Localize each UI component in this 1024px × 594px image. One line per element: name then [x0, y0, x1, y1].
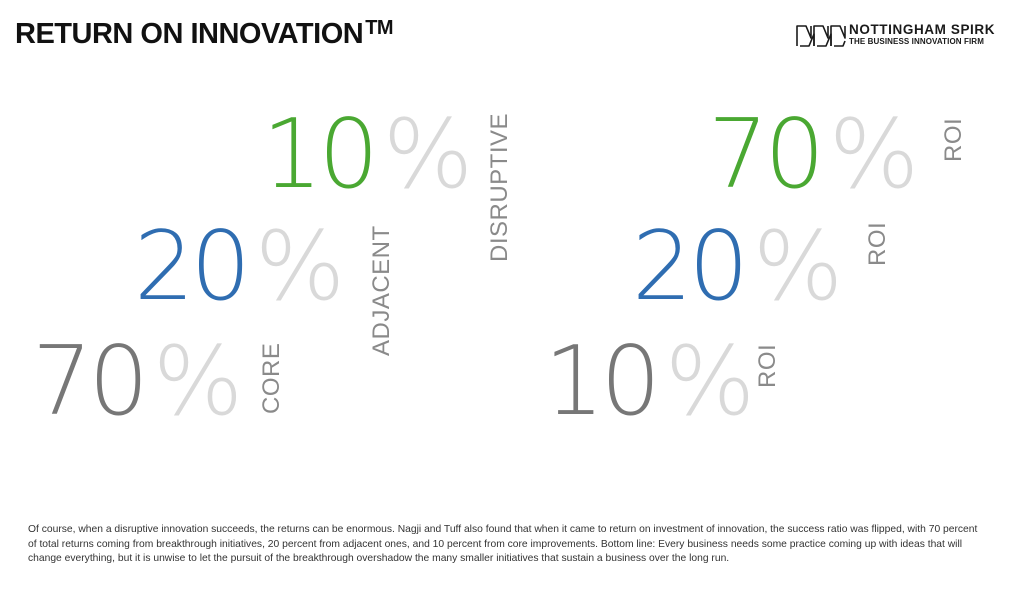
- returns-adjacent-stat: 20%: [632, 220, 843, 315]
- page-title: RETURN ON INNOVATION TM: [15, 17, 394, 50]
- investment-disruptive-stat: 10%: [262, 108, 473, 203]
- investment-core-percent-sign: %: [152, 327, 244, 437]
- returns-core-stat: 10%: [544, 335, 755, 430]
- investment-adjacent-percent-sign: %: [254, 212, 346, 322]
- returns-adjacent-percent-sign: %: [752, 212, 844, 322]
- investment-disruptive-value: 10: [262, 100, 379, 210]
- returns-adjacent-value: 20: [632, 212, 749, 322]
- investment-core-value: 70: [32, 327, 149, 437]
- investment-adjacent-label: ADJACENT: [368, 225, 395, 356]
- investment-adjacent-stat: 20%: [134, 220, 345, 315]
- returns-disruptive-value: 70: [708, 100, 825, 210]
- page-title-text: RETURN ON INNOVATION: [15, 18, 364, 50]
- returns-adjacent-label: ROI: [864, 221, 891, 266]
- nottingham-spirk-logo-icon: [796, 25, 846, 47]
- investment-disruptive-label: DISRUPTIVE: [486, 112, 513, 262]
- returns-core-percent-sign: %: [664, 327, 756, 437]
- returns-core-value: 10: [544, 327, 661, 437]
- investment-adjacent-value: 20: [134, 212, 251, 322]
- logo-company-name: NOTTINGHAM SPIRK: [849, 22, 996, 37]
- investment-disruptive-percent-sign: %: [382, 100, 474, 210]
- investment-core-stat: 70%: [32, 335, 243, 430]
- returns-core-label: ROI: [754, 343, 781, 388]
- returns-disruptive-stat: 70%: [708, 108, 919, 203]
- company-logo: NOTTINGHAM SPIRK THE BUSINESS INNOVATION…: [796, 22, 1011, 52]
- returns-disruptive-label: ROI: [940, 117, 967, 162]
- trademark-symbol: TM: [365, 17, 394, 39]
- footer-paragraph: Of course, when a disruptive innovation …: [28, 524, 978, 564]
- investment-core-label: CORE: [258, 342, 285, 414]
- returns-disruptive-percent-sign: %: [828, 100, 920, 210]
- logo-tagline: THE BUSINESS INNOVATION FIRM: [849, 37, 984, 46]
